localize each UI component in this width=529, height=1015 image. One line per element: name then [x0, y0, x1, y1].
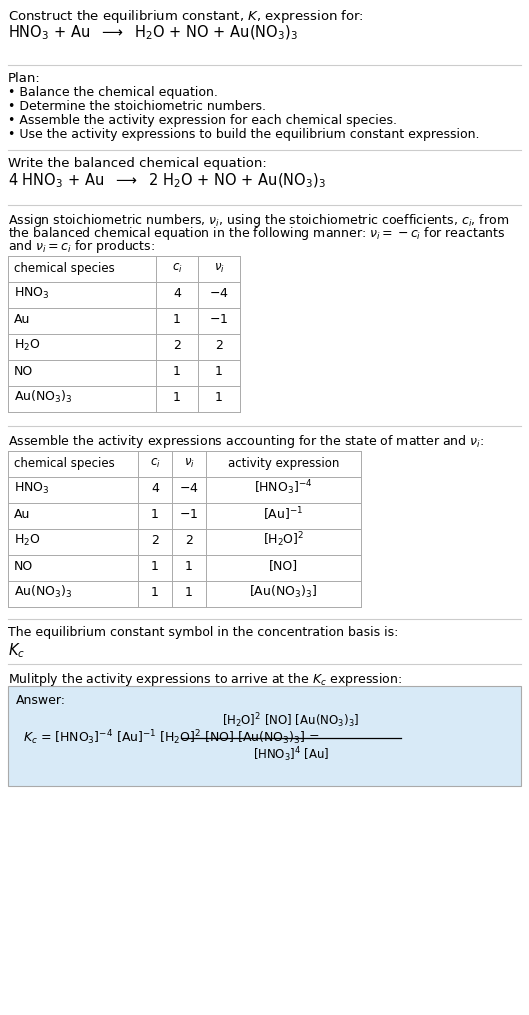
- Text: 1: 1: [185, 559, 193, 572]
- Text: [H$_2$O]$^2$: [H$_2$O]$^2$: [263, 531, 304, 549]
- Text: and $\nu_i = c_i$ for products:: and $\nu_i = c_i$ for products:: [8, 238, 155, 255]
- Text: $-4$: $-4$: [179, 481, 199, 494]
- Text: 1: 1: [151, 586, 159, 599]
- Text: Assign stoichiometric numbers, $\nu_i$, using the stoichiometric coefficients, $: Assign stoichiometric numbers, $\nu_i$, …: [8, 212, 509, 229]
- Text: 1: 1: [173, 313, 181, 326]
- Text: Mulitply the activity expressions to arrive at the $K_c$ expression:: Mulitply the activity expressions to arr…: [8, 671, 402, 688]
- Text: $-1$: $-1$: [179, 508, 198, 521]
- Text: $c_i$: $c_i$: [150, 457, 160, 470]
- Text: the balanced chemical equation in the following manner: $\nu_i = -c_i$ for react: the balanced chemical equation in the fo…: [8, 225, 506, 242]
- Text: [HNO$_3$]$^4$ [Au]: [HNO$_3$]$^4$ [Au]: [253, 746, 329, 764]
- Text: [HNO$_3$]$^{-4}$: [HNO$_3$]$^{-4}$: [254, 479, 313, 497]
- Text: 1: 1: [215, 364, 223, 378]
- Text: [Au]$^{-1}$: [Au]$^{-1}$: [263, 505, 304, 523]
- Text: activity expression: activity expression: [228, 457, 339, 470]
- Text: [Au(NO$_3$)$_3$]: [Au(NO$_3$)$_3$]: [249, 584, 317, 600]
- Text: H$_2$O: H$_2$O: [14, 533, 41, 547]
- Text: • Determine the stoichiometric numbers.: • Determine the stoichiometric numbers.: [8, 100, 266, 113]
- Text: $K_c$: $K_c$: [8, 641, 25, 660]
- Text: 2: 2: [215, 338, 223, 351]
- Text: Au: Au: [14, 313, 30, 326]
- Text: HNO$_3$: HNO$_3$: [14, 480, 50, 495]
- Text: NO: NO: [14, 364, 33, 378]
- FancyBboxPatch shape: [8, 686, 521, 786]
- Text: 1: 1: [173, 364, 181, 378]
- Text: Write the balanced chemical equation:: Write the balanced chemical equation:: [8, 157, 267, 170]
- Text: $\nu_i$: $\nu_i$: [214, 262, 224, 274]
- Text: $-4$: $-4$: [209, 286, 229, 299]
- Text: 4 HNO$_3$ + Au  $\longrightarrow$  2 H$_2$O + NO + Au(NO$_3$)$_3$: 4 HNO$_3$ + Au $\longrightarrow$ 2 H$_2$…: [8, 172, 326, 191]
- Text: $c_i$: $c_i$: [171, 262, 183, 274]
- Text: HNO$_3$: HNO$_3$: [14, 285, 50, 300]
- Text: Plan:: Plan:: [8, 72, 41, 85]
- Text: 1: 1: [185, 586, 193, 599]
- Text: 2: 2: [151, 534, 159, 546]
- Text: • Assemble the activity expression for each chemical species.: • Assemble the activity expression for e…: [8, 114, 397, 127]
- Text: 4: 4: [173, 286, 181, 299]
- Text: H$_2$O: H$_2$O: [14, 337, 41, 352]
- Text: [H$_2$O]$^2$ [NO] [Au(NO$_3$)$_3$]: [H$_2$O]$^2$ [NO] [Au(NO$_3$)$_3$]: [222, 712, 360, 731]
- Text: Assemble the activity expressions accounting for the state of matter and $\nu_i$: Assemble the activity expressions accoun…: [8, 433, 485, 450]
- Text: Au: Au: [14, 508, 30, 521]
- Text: Answer:: Answer:: [16, 694, 66, 707]
- Text: HNO$_3$ + Au  $\longrightarrow$  H$_2$O + NO + Au(NO$_3$)$_3$: HNO$_3$ + Au $\longrightarrow$ H$_2$O + …: [8, 24, 298, 43]
- Text: • Use the activity expressions to build the equilibrium constant expression.: • Use the activity expressions to build …: [8, 128, 479, 141]
- Text: $\nu_i$: $\nu_i$: [184, 457, 194, 470]
- Text: 2: 2: [173, 338, 181, 351]
- Text: 1: 1: [173, 391, 181, 404]
- Text: • Balance the chemical equation.: • Balance the chemical equation.: [8, 86, 218, 99]
- Text: 1: 1: [215, 391, 223, 404]
- Text: chemical species: chemical species: [14, 262, 115, 274]
- Text: Construct the equilibrium constant, $K$, expression for:: Construct the equilibrium constant, $K$,…: [8, 8, 364, 25]
- Text: 1: 1: [151, 559, 159, 572]
- Text: 4: 4: [151, 481, 159, 494]
- Text: $-1$: $-1$: [209, 313, 229, 326]
- Text: Au(NO$_3$)$_3$: Au(NO$_3$)$_3$: [14, 584, 72, 600]
- Text: Au(NO$_3$)$_3$: Au(NO$_3$)$_3$: [14, 389, 72, 405]
- Text: chemical species: chemical species: [14, 457, 115, 470]
- Text: NO: NO: [14, 559, 33, 572]
- Text: [NO]: [NO]: [269, 559, 298, 572]
- Text: The equilibrium constant symbol in the concentration basis is:: The equilibrium constant symbol in the c…: [8, 626, 398, 639]
- Text: $K_c$ = [HNO$_3$]$^{-4}$ [Au]$^{-1}$ [H$_2$O]$^2$ [NO] [Au(NO$_3$)$_3$] =: $K_c$ = [HNO$_3$]$^{-4}$ [Au]$^{-1}$ [H$…: [23, 729, 320, 747]
- Text: 2: 2: [185, 534, 193, 546]
- Text: 1: 1: [151, 508, 159, 521]
